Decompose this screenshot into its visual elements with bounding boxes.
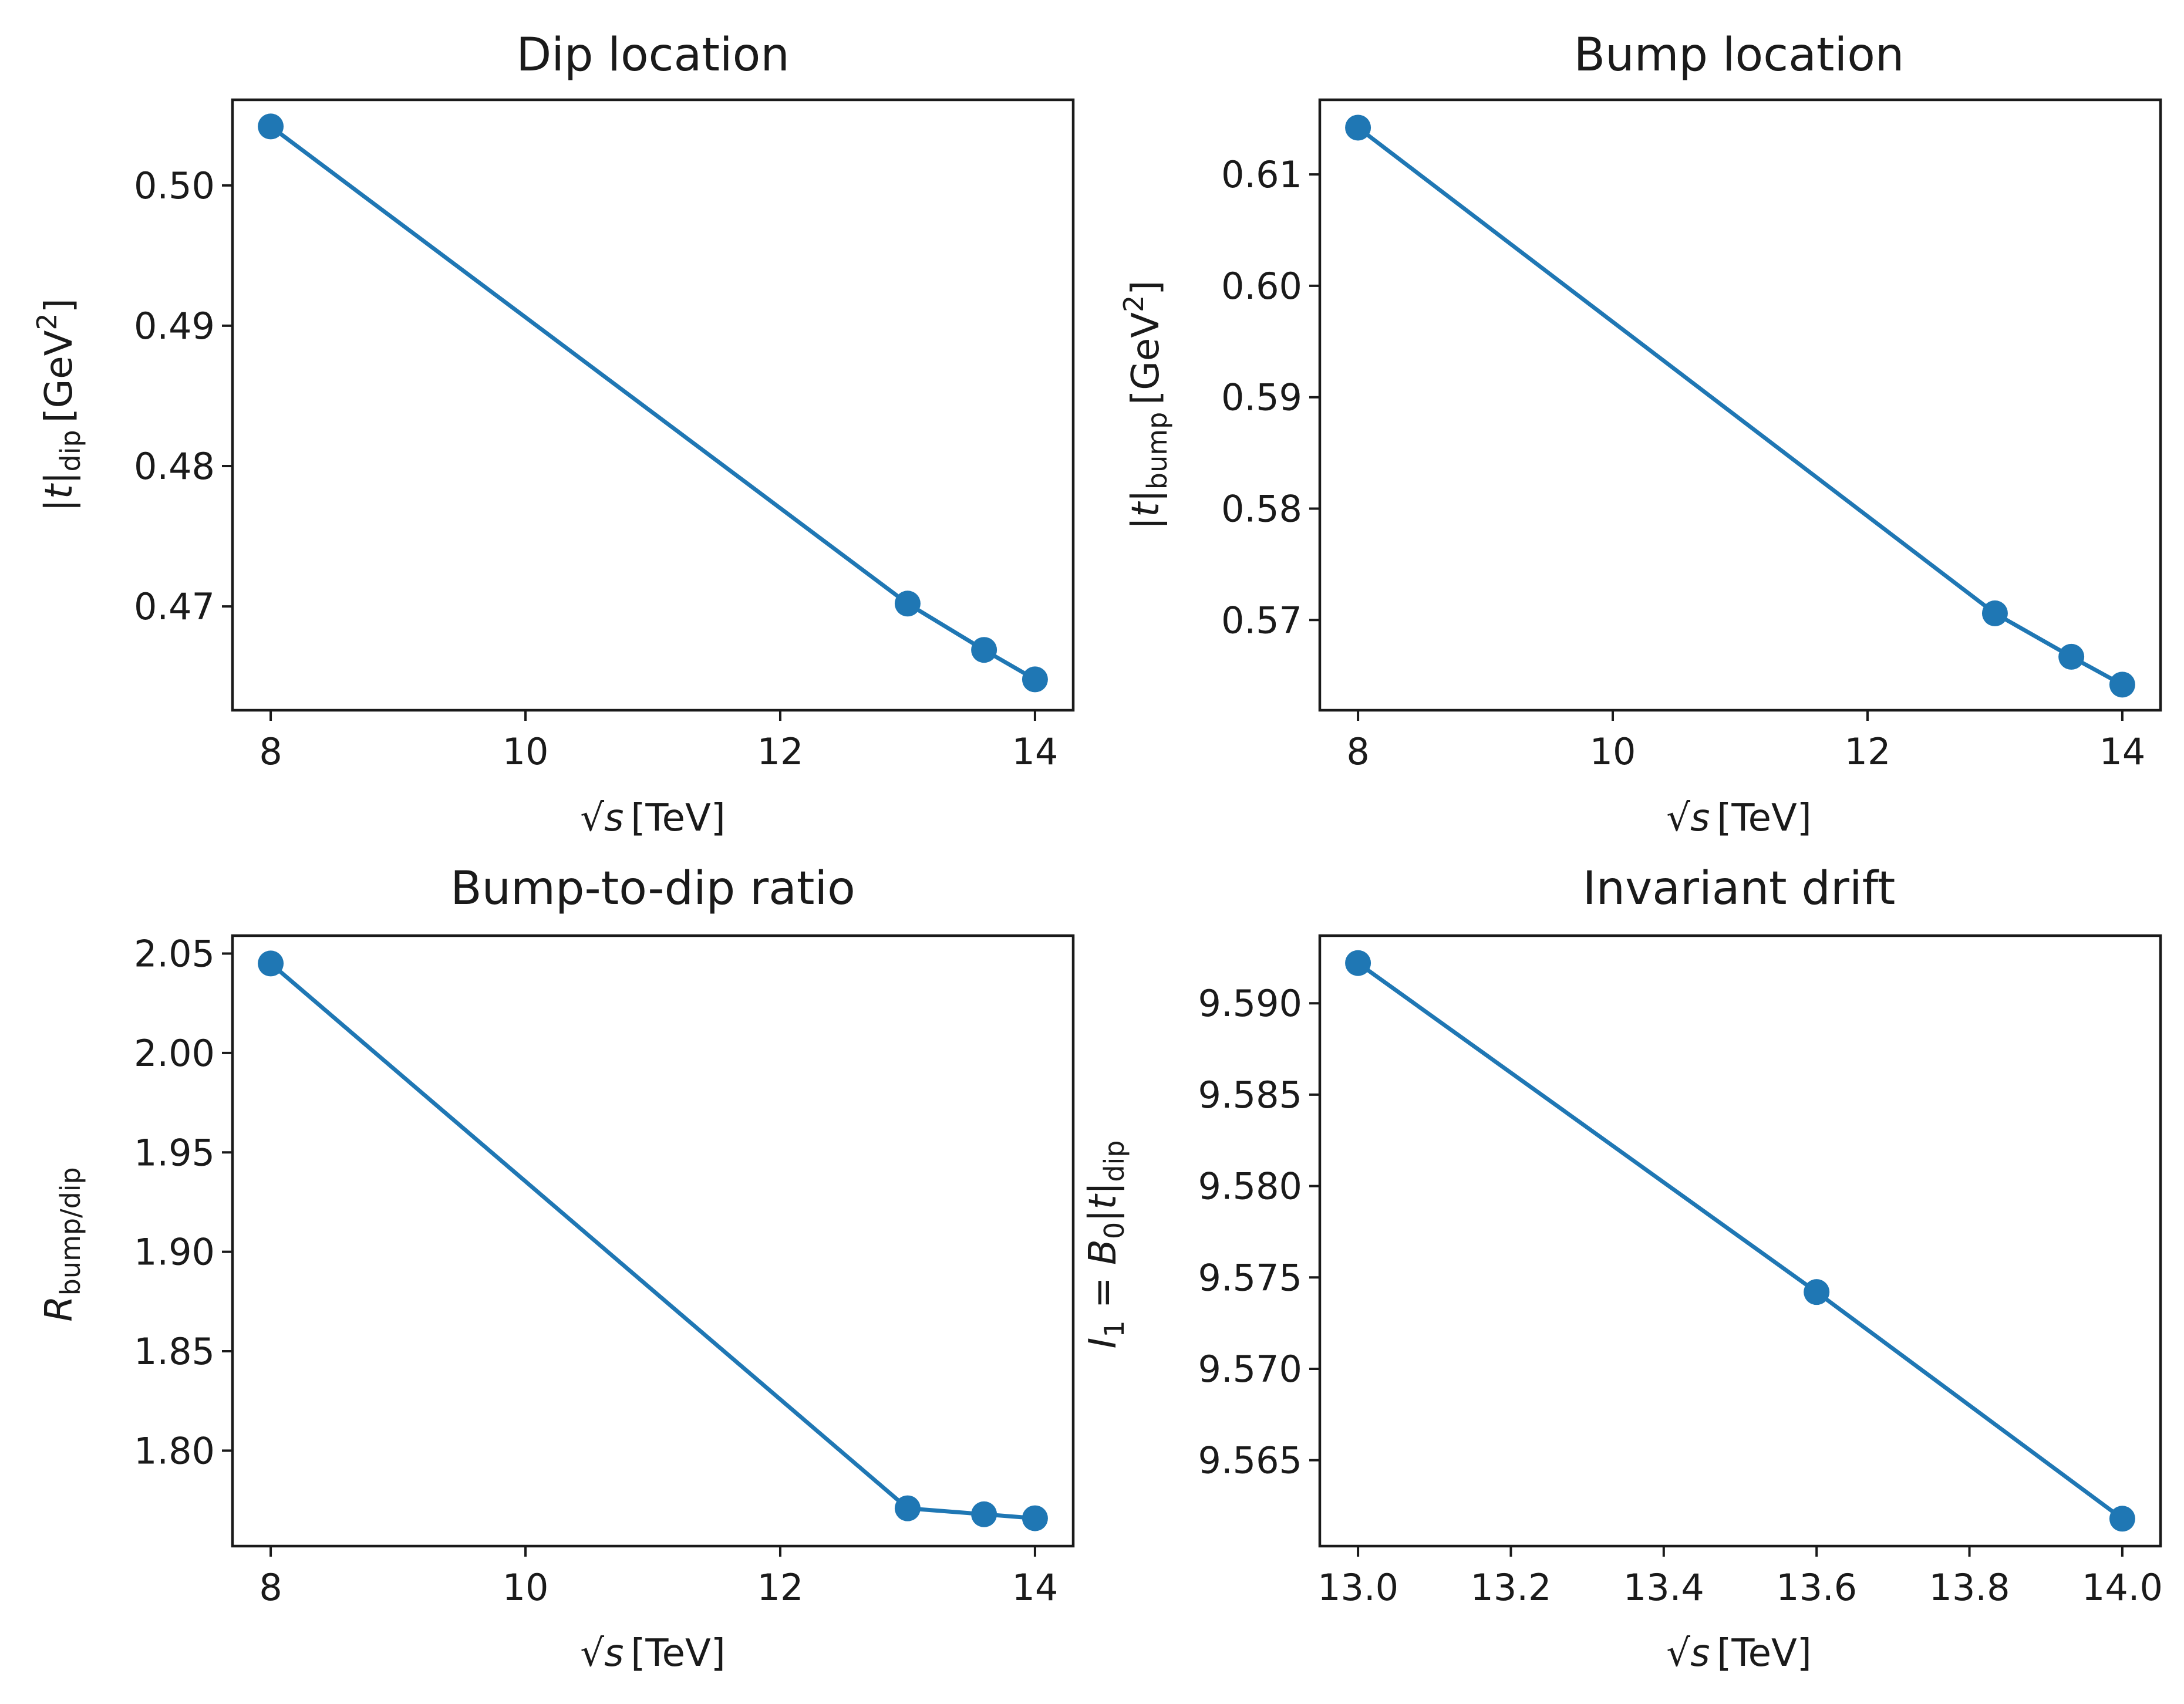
invariant-drift-x-tick-label: 13.0 — [1317, 1566, 1398, 1609]
bump-location-x-tick-label: 12 — [1845, 730, 1891, 773]
invariant-drift-y-tick-label: 9.570 — [1198, 1348, 1303, 1391]
bump-to-dip-ratio-markers — [258, 950, 1048, 1531]
bump-location-ticks: 8 10 12 14 0.57 0.58 0.59 0.60 0.61 — [1221, 153, 2145, 773]
bump-to-dip-ratio-ticks: 8 10 12 14 1.80 1.85 1.90 1.95 2.00 2.05 — [134, 932, 1058, 1609]
bump-to-dip-ratio-y-tick-label: 1.95 — [134, 1131, 215, 1174]
dip-location-y-tick-label: 0.47 — [134, 585, 215, 628]
invariant-drift-y-tick-label: 9.580 — [1198, 1165, 1303, 1208]
bump-to-dip-ratio-x-label: √s [TeV] — [580, 1632, 725, 1675]
dip-location-panel: Dip location 8 10 12 14 0.47 0.48 0.49 0.50 √s[… — [31, 29, 1075, 840]
invariant-drift-x-tick-label: 13.2 — [1470, 1566, 1551, 1609]
invariant-drift-y-tick-label: 9.585 — [1198, 1074, 1303, 1116]
bump-location-y-tick-label: 0.58 — [1221, 487, 1302, 530]
bump-location-data-point — [2109, 672, 2135, 698]
invariant-drift-x-tick-label: 13.6 — [1776, 1566, 1857, 1609]
bump-location-y-tick-label: 0.59 — [1221, 376, 1302, 419]
invariant-drift-panel: Invariant drift 13.0 13.2 13.4 13.6 13.8 14.0… — [1081, 862, 2163, 1675]
invariant-drift-title: Invariant drift — [1583, 862, 1896, 915]
invariant-drift-series-line — [1357, 961, 2124, 1521]
bump-location-data-point — [1345, 114, 1371, 141]
bump-location-data-point — [1981, 600, 2008, 626]
invariant-drift-x-tick-label: 13.8 — [1929, 1566, 2010, 1609]
bump-to-dip-ratio-data-point — [1022, 1505, 1048, 1531]
dip-location-axes-frame — [231, 98, 1075, 712]
bump-location-x-tick-label: 10 — [1590, 730, 1636, 773]
dip-location-data-point — [894, 591, 921, 617]
invariant-drift-x-tick-label: 13.4 — [1623, 1566, 1704, 1609]
invariant-drift-data-point — [2109, 1506, 2135, 1532]
invariant-drift-x-tick-label: 14.0 — [2082, 1566, 2163, 1609]
invariant-drift-axes-frame — [1318, 934, 2162, 1548]
bump-to-dip-ratio-data-point — [258, 950, 284, 977]
bump-to-dip-ratio-y-tick-label: 1.90 — [134, 1231, 215, 1274]
bump-to-dip-ratio-x-tick-label: 12 — [757, 1566, 804, 1609]
bump-location-axes-frame — [1318, 98, 2162, 712]
bump-to-dip-ratio-y-tick-label: 2.00 — [134, 1032, 215, 1075]
dip-location-y-tick-label: 0.48 — [134, 445, 215, 488]
bump-to-dip-ratio-panel: Bump-to-dip ratio 8 10 12 14 1.80 1.85 1.90 1.9… — [38, 862, 1075, 1675]
invariant-drift-data-point — [1345, 950, 1371, 976]
dip-location-markers — [258, 113, 1048, 693]
bump-location-x-tick-label: 8 — [1346, 730, 1369, 773]
dip-location-data-point — [258, 113, 284, 140]
dip-location-y-tick-label: 0.50 — [134, 164, 215, 207]
dip-location-y-tick-label: 0.49 — [134, 305, 215, 347]
dip-location-y-label: |t|dip[GeV2] — [31, 298, 86, 511]
bump-location-y-label: |t|bump[GeV2] — [1118, 281, 1173, 530]
dip-location-x-label: √s [TeV] — [580, 797, 725, 840]
bump-location-x-tick-label: 14 — [2099, 730, 2145, 773]
dip-location-series-line — [269, 124, 1036, 681]
dip-location-ticks: 8 10 12 14 0.47 0.48 0.49 0.50 — [134, 164, 1058, 773]
dip-location-title: Dip location — [516, 29, 790, 82]
invariant-drift-ticks: 13.0 13.2 13.4 13.6 13.8 14.0 9.565 9.570 9.575 9… — [1198, 982, 2163, 1609]
dip-location-data-point — [971, 637, 997, 663]
bump-location-series-line — [1356, 126, 2124, 687]
invariant-drift-y-label: I1 = B0|t|dip — [1081, 1140, 1130, 1348]
invariant-drift-y-tick-label: 9.565 — [1198, 1439, 1303, 1482]
bump-to-dip-ratio-data-point — [971, 1501, 997, 1527]
bump-to-dip-ratio-x-tick-label: 10 — [503, 1566, 549, 1609]
invariant-drift-data-point — [1804, 1279, 1830, 1305]
bump-location-data-point — [2058, 643, 2085, 670]
bump-to-dip-ratio-y-tick-label: 1.85 — [134, 1330, 215, 1373]
invariant-drift-y-tick-label: 9.575 — [1198, 1256, 1303, 1299]
bump-to-dip-ratio-series-line — [269, 961, 1036, 1521]
invariant-drift-markers — [1345, 950, 2135, 1532]
bump-to-dip-ratio-x-tick-label: 8 — [259, 1566, 282, 1609]
invariant-drift-y-tick-label: 9.590 — [1198, 982, 1303, 1025]
bump-to-dip-ratio-x-tick-label: 14 — [1012, 1566, 1058, 1609]
bump-location-y-tick-label: 0.57 — [1221, 599, 1302, 642]
dip-location-x-tick-label: 12 — [757, 730, 804, 773]
bump-location-title: Bump location — [1574, 29, 1905, 82]
invariant-drift-x-label: √s [TeV] — [1666, 1632, 1811, 1675]
bump-to-dip-ratio-y-tick-label: 1.80 — [134, 1429, 215, 1472]
dip-location-data-point — [1022, 666, 1048, 693]
bump-location-y-tick-label: 0.60 — [1221, 265, 1302, 308]
dip-location-x-tick-label: 10 — [503, 730, 549, 773]
bump-location-x-label: √s [TeV] — [1666, 797, 1811, 840]
bump-to-dip-ratio-title: Bump-to-dip ratio — [450, 862, 855, 915]
bump-location-markers — [1345, 114, 2135, 698]
dip-location-x-tick-label: 8 — [259, 730, 282, 773]
bump-location-panel: Bump location 8 10 12 14 0.57 0.58 0.59 0.60 0.6… — [1118, 29, 2162, 840]
bump-to-dip-ratio-y-label: Rbump/dip — [38, 1167, 86, 1322]
bump-location-y-tick-label: 0.61 — [1221, 153, 1302, 196]
bump-to-dip-ratio-axes-frame — [231, 934, 1075, 1548]
dip-location-x-tick-label: 14 — [1012, 730, 1058, 773]
bump-to-dip-ratio-y-tick-label: 2.05 — [134, 932, 215, 975]
bump-to-dip-ratio-data-point — [894, 1495, 921, 1521]
